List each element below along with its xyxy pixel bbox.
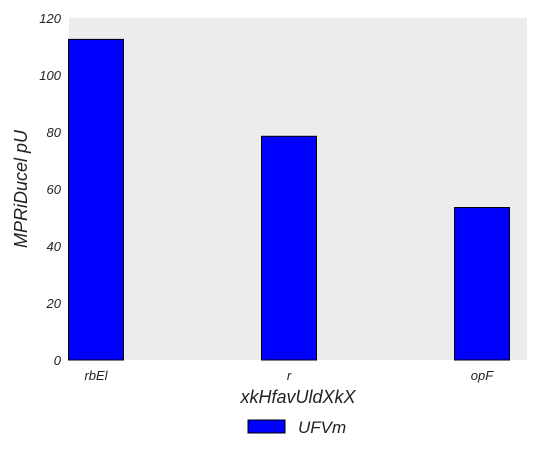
bar-series bbox=[68, 38, 510, 361]
x-tick-label: r bbox=[287, 368, 292, 383]
bar bbox=[68, 38, 124, 361]
y-tick-label: 20 bbox=[46, 296, 62, 311]
y-tick-label: 120 bbox=[39, 11, 61, 26]
legend-label: UFVm bbox=[298, 418, 346, 437]
y-axis-title: MPRiDucel pU bbox=[11, 129, 31, 248]
x-tick-label: rbEl bbox=[84, 368, 108, 383]
x-axis-title: xkHfavUldXkX bbox=[239, 387, 356, 407]
legend-swatch bbox=[247, 419, 286, 434]
y-tick-label: 60 bbox=[47, 182, 62, 197]
x-axis-ticks: rbEl r opF bbox=[84, 368, 494, 383]
bar bbox=[261, 135, 317, 361]
x-tick-label: opF bbox=[471, 368, 494, 383]
y-tick-label: 100 bbox=[39, 68, 61, 83]
y-axis-ticks: 0 20 40 60 80 100 120 bbox=[39, 11, 61, 368]
bar bbox=[454, 207, 510, 361]
legend: UFVm bbox=[247, 418, 346, 437]
y-tick-label: 40 bbox=[47, 239, 62, 254]
y-tick-label: 0 bbox=[54, 353, 62, 368]
y-tick-label: 80 bbox=[47, 125, 62, 140]
